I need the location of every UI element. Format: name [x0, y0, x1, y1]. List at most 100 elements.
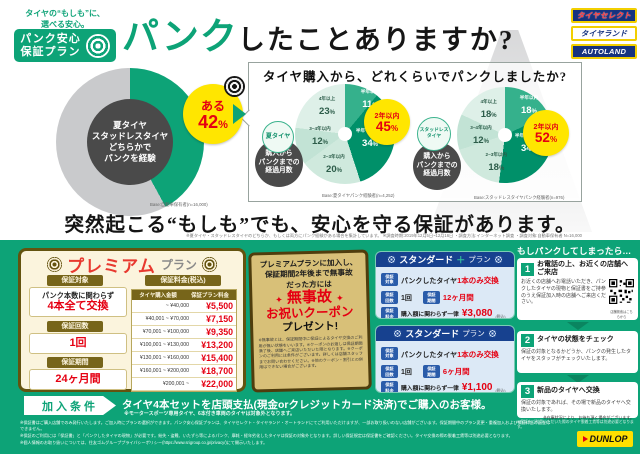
conditions-text: タイヤ4本セットを店頭支払(現金orクレジットカード決済)でご購入のお客様。 — [122, 399, 492, 411]
table-row: ¥40,001 ~ ¥70,000 ¥7,150 — [132, 313, 236, 326]
target-badge: 保証 対象 — [381, 272, 398, 286]
qr-code — [609, 279, 634, 305]
premium-plan-box: 保証対象 パンク本数に関わらず 4本全て交換 保証回数 1回 保証期間 24ヶ月… — [18, 248, 246, 392]
survey-title: タイヤ購入から、どれくらいでパンクしましたか? — [262, 70, 568, 84]
pie-slice-label: 2~3年以内 20% — [323, 154, 345, 176]
tagline-line2: 選べる安心。 — [41, 19, 89, 29]
coupon-ticket: プレミアムプランに加入し、 保証期間2年後まで無事故 だった方には ✦ 無事故 … — [248, 249, 372, 393]
tire-wheel-icon — [493, 255, 503, 264]
step-note: ※在庫状況により、お待ち頂く場合がございます。 — [543, 414, 634, 420]
plan-target-row: 保証 対象 パンクしたタイヤ1本のみ交換 — [376, 344, 514, 362]
flow-step-2: 2 タイヤの状態をチェック 保証の対象となるかどうか、パンクの発生したタイヤをス… — [517, 331, 638, 373]
sparkle-icon: ✦ — [335, 292, 344, 304]
plan-target-row: 保証 対象 パンクしたタイヤ1本のみ交換 — [376, 270, 514, 288]
tire-wheel-icon — [47, 257, 63, 272]
premium-count-badge: 保証回数 — [47, 321, 103, 332]
dunlop-arrow-icon — [582, 436, 588, 442]
premium-fee-badge: 保証料金(税込) — [145, 275, 221, 286]
fee-badge: 保証 料金 — [381, 307, 398, 318]
highlight-badge-studless: 2年以内 52% — [523, 110, 569, 156]
table-row: ¥160,001 ~ ¥200,000 ¥18,700 — [132, 365, 236, 378]
count-badge: 保証 回数 — [381, 291, 398, 304]
plan-count-period-row: 保証 回数 1回 保証 期間 6ヶ月間 — [376, 365, 514, 378]
headline-footnote: ※夏タイヤ・スタッドレスタイヤのどちらか、もしくは両方にパンク経験がある場合を集… — [186, 233, 582, 238]
standard-plus-plan-box: スタンダード＋ プラン 保証 対象 パンクしたタイヤ1本のみ交換 保証 回数 1回 … — [376, 252, 514, 318]
tire-type-badge-summer: 夏タイヤ — [262, 121, 294, 153]
tire-wheel-icon — [387, 255, 397, 264]
legal-text: ※保証書はご購入店舗でのみ発行いたします。ご加入時にプランの選択ができます。パン… — [20, 420, 551, 446]
step-number: 3 — [521, 385, 534, 398]
qr-block: 店舗検索はこちらから — [609, 279, 634, 319]
table-row: ¥130,001 ~ ¥160,000 ¥15,400 — [132, 352, 236, 365]
coupon-main-line2: お祝いクーポン — [265, 305, 354, 322]
pie-slice-label: 4年以上 23% — [318, 96, 336, 118]
base-caption: Base:夏タイヤパンク経験者(n=4,252) — [322, 193, 395, 198]
premium-target-value: パンク本数に関わらず 4本全て交換 — [29, 287, 127, 317]
highlight-badge-summer: 2年以内 45% — [364, 99, 410, 145]
plan-logo-text: パンク安心 保証プラン — [20, 32, 81, 58]
plan-count-period-row: 保証 回数 1回 保証 期間 12ヶ月間 — [376, 291, 514, 304]
store-logo-tireselect: タイヤセレクト — [571, 8, 637, 23]
sparkle-icon: ✦ — [275, 294, 283, 305]
headline: 突然起こる“もしも”でも、安心を守る保証があります。 — [64, 215, 576, 236]
arrow-down-icon — [567, 375, 589, 383]
step-number: 2 — [521, 334, 534, 347]
conditions-note: ※モータースポーツ専用タイヤ、6本付き車両のタイヤは対象外となります。 — [124, 411, 295, 417]
tire-wheel-icon — [393, 329, 403, 338]
premium-count-value: 1回 — [29, 333, 127, 354]
base-caption: Base:スタッドレスタイヤパンク経験者(n=976) — [474, 195, 565, 200]
arrow-down-icon — [567, 322, 589, 330]
base-caption: Base:自動車保有者(n=16,000) — [150, 202, 208, 207]
tire-wheel-icon — [201, 257, 217, 272]
standard-plan-box: スタンダード プラン 保証 対象 パンクしたタイヤ1本のみ交換 保証 回数 1回 保… — [376, 326, 514, 392]
period-badge: 保証 期間 — [422, 291, 440, 304]
qr-caption: 店舗検索はこちらから — [610, 310, 633, 320]
premium-plan-title: プレミアム プラン — [18, 252, 246, 277]
tire-type-badge-studless: スタッドレス タイヤ — [417, 117, 451, 151]
pie-slice-label: 3~4年以内 12% — [470, 125, 492, 147]
pie-hole — [338, 127, 352, 141]
page-title: パンク したことありますか? — [122, 6, 514, 60]
pie-hole — [498, 128, 512, 142]
period-badge: 保証 期間 — [422, 365, 440, 378]
tire-wheel-icon — [224, 76, 245, 97]
plan-fee-row: 保証 料金 購入額に関わらず一律 ¥3,080 (税込) — [376, 307, 514, 318]
target-badge: 保証 対象 — [381, 346, 398, 360]
pie-slice-label: 4年以上 18% — [480, 98, 497, 120]
standard-plus-plan-header: スタンダード＋ プラン — [376, 252, 514, 267]
premium-period-value: 24ヶ月間 — [29, 369, 127, 390]
plan-logo-badge: パンク安心 保証プラン — [14, 29, 116, 62]
tire-wheel-icon — [85, 33, 110, 58]
table-row: ¥200,001 ~ ¥22,000 — [132, 378, 236, 391]
tagline-line1: タイヤの“もしも”に、 — [25, 9, 105, 18]
conditions-label: 加入条件 — [24, 396, 116, 415]
store-logo-tireland: タイヤランド — [571, 26, 637, 41]
dunlop-logo: DUNLOP — [577, 431, 633, 447]
standard-plan-header: スタンダード プラン — [376, 326, 514, 341]
flow-step-1: 1 お電話の上、お近くの店舗へご来店 お近くの店舗へお電話いただき、パンクしたタ… — [517, 258, 638, 320]
table-row: ¥100,001 ~ ¥130,000 ¥13,200 — [132, 339, 236, 352]
tagline: タイヤの“もしも”に、 選べる安心。 — [14, 9, 116, 31]
plan-fee-row: 保証 料金 購入額に関わらず一律 ¥1,100 (税込) — [376, 381, 514, 392]
premium-target-badge: 保証対象 — [47, 275, 103, 286]
plus-icon: ＋ — [456, 255, 466, 265]
store-logo-autoland: AUTOLAND — [571, 44, 637, 59]
table-row: ¥70,001 ~ ¥100,000 ¥9,350 — [132, 326, 236, 339]
fee-table-header: タイヤ購入金額 保証プラン料金 — [132, 290, 236, 300]
title-accent: パンク — [122, 16, 238, 57]
pie-slice-label: 3~4年以内 12% — [309, 126, 331, 148]
pie-center-label: 購入から パンクまでの 経過月数 — [255, 139, 303, 187]
title-rest: したことありますか? — [237, 25, 515, 55]
fee-badge: 保証 料金 — [381, 381, 398, 392]
flow-title: もしパンクしてしまったら… — [517, 246, 632, 256]
flow-footnote: ※保証をご利用いただいた際のタイヤ脱着工賃等は別途必要となります。 — [517, 420, 634, 429]
premium-period-badge: 保証期間 — [47, 357, 103, 368]
table-row: ~ ¥40,000 ¥5,500 — [132, 300, 236, 313]
experience-donut-center: 夏タイヤ スタッドレスタイヤ どちらかで パンクを経験 — [87, 99, 173, 185]
step-number: 1 — [521, 262, 534, 276]
premium-fee-table: タイヤ購入金額 保証プラン料金 ~ ¥40,000 ¥5,500 ¥40,001 ~… — [131, 289, 237, 392]
flow-step-3: 3 新品のタイヤへ交換 保証の対象であれば、その場で新品のタイヤへ交換いたします… — [517, 382, 638, 420]
tire-wheel-icon — [487, 329, 497, 338]
coupon-fine-print: ※無事故とは、保証期間中に保証によるタイヤ交換のご利用が無い状態をいいます。※ク… — [258, 334, 364, 370]
